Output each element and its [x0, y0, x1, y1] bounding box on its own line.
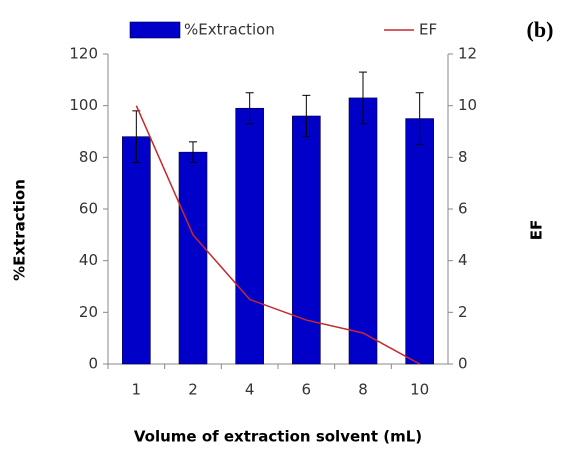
y2-tick-label: 12 [458, 45, 477, 63]
legend-label: %Extraction [184, 21, 275, 39]
line [135, 105, 421, 365]
y-tick-label: 60 [79, 200, 98, 218]
x-tick-label: 1 [132, 381, 142, 399]
y-tick-label: 0 [88, 355, 98, 373]
y-axis-title: %Extraction [11, 179, 29, 281]
y-tick-label: 100 [69, 96, 98, 114]
y-tick-label: 80 [79, 148, 98, 166]
x-axis-title: Volume of extraction solvent (mL) [134, 428, 422, 446]
bar [292, 115, 321, 365]
error-bar [302, 94, 311, 138]
error-bar [359, 71, 367, 125]
legend-label: EF [419, 21, 437, 39]
x-tick-label: 10 [410, 381, 429, 399]
error-bar [189, 141, 197, 163]
bar [235, 107, 264, 365]
x-tick-label: 8 [358, 381, 368, 399]
y-tick-label: 120 [69, 45, 98, 63]
bar [178, 151, 208, 365]
y2-tick-label: 6 [458, 200, 468, 218]
y2-tick-label: 8 [458, 148, 468, 166]
y2-tick-label: 4 [458, 251, 468, 269]
panel-label: (b) [527, 17, 554, 42]
y2-tick-label: 2 [458, 303, 468, 321]
error-bar [245, 92, 254, 125]
error-bar [415, 92, 424, 145]
y2-axis-title: EF [528, 220, 546, 241]
x-tick-label: 6 [302, 381, 312, 399]
y-tick-label: 40 [79, 251, 98, 269]
bar [405, 118, 434, 365]
y2-tick-label: 0 [458, 355, 468, 373]
y-tick-label: 20 [79, 303, 98, 321]
x-tick-label: 4 [245, 381, 255, 399]
bar [122, 136, 151, 365]
bar [348, 97, 378, 365]
x-tick-label: 2 [188, 381, 198, 399]
y2-tick-label: 10 [458, 96, 477, 114]
legend-swatch [129, 21, 181, 39]
